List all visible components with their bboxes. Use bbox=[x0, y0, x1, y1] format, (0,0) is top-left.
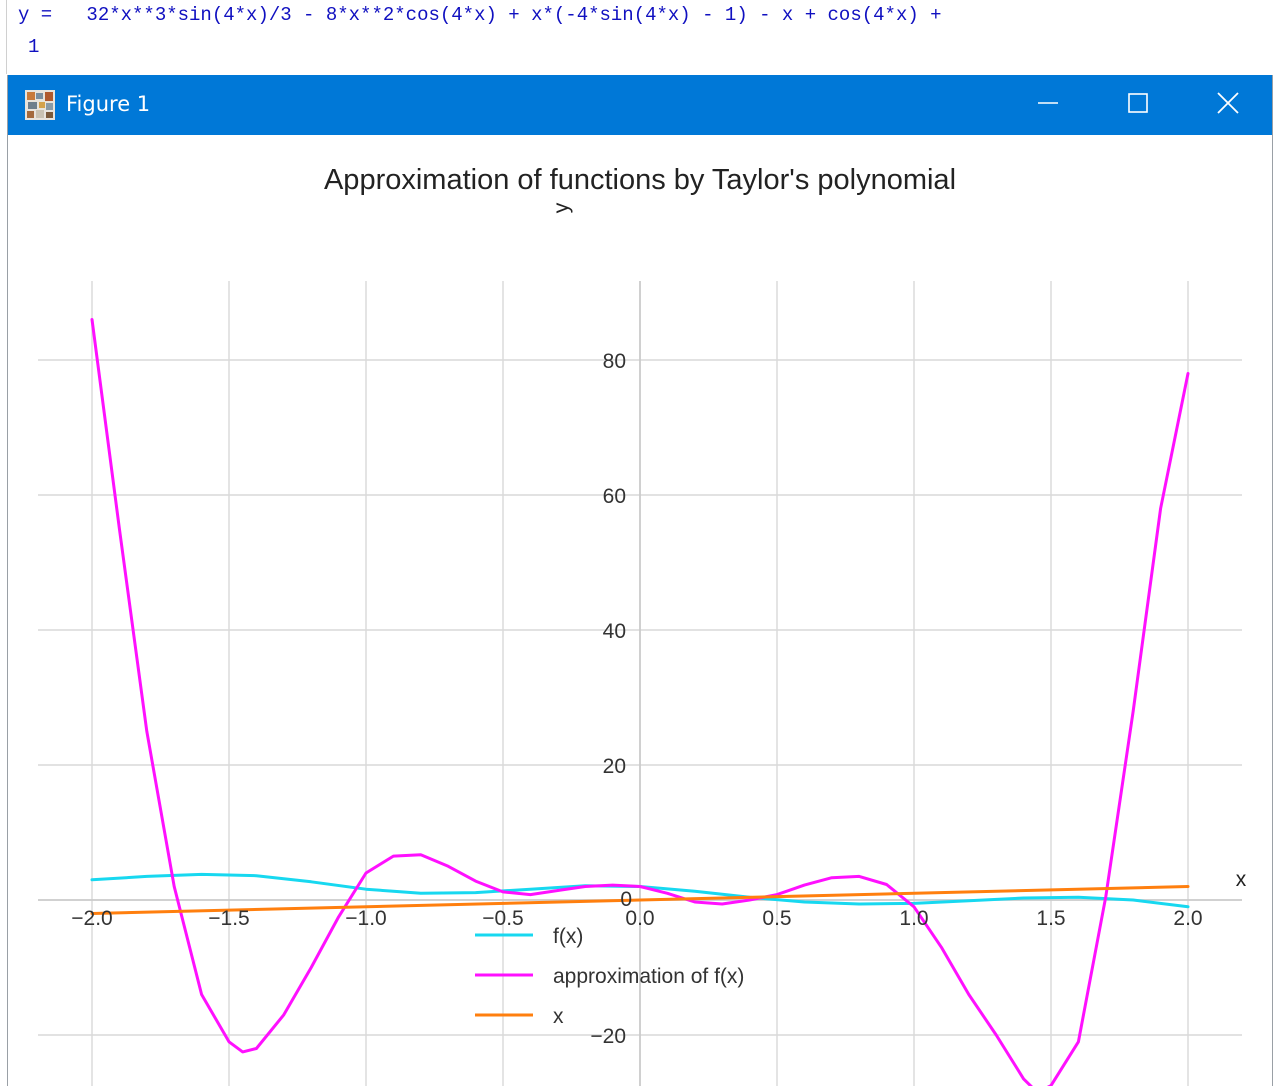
console-output: y = 32*x**3*sin(4*x)/3 - 8*x**2*cos(4*x)… bbox=[0, 0, 1280, 74]
y-tick-label: 0 bbox=[620, 888, 632, 911]
console-line-2: 1 bbox=[28, 36, 40, 58]
legend-label: x bbox=[553, 1005, 564, 1028]
y-tick-label: 40 bbox=[603, 620, 626, 643]
legend-label: f(x) bbox=[553, 925, 583, 948]
x-tick-label: 0.5 bbox=[762, 907, 791, 930]
window-title: Figure 1 bbox=[66, 92, 151, 116]
y-tick-label: 60 bbox=[603, 485, 626, 508]
y-axis-label: y bbox=[550, 202, 573, 213]
chart-svg: −2.0 −1.5 −1.0 −0.5 0.0 0.5 1.0 1.5 2.0 −20 0 20 40 6… bbox=[38, 164, 1247, 1091]
minimize-icon bbox=[1037, 92, 1059, 119]
close-icon bbox=[1217, 91, 1239, 119]
series-line-x bbox=[90, 885, 1190, 915]
legend-label: approximation of f(x) bbox=[553, 965, 744, 988]
x-tick-label: −1.0 bbox=[345, 907, 386, 930]
series-layer bbox=[90, 318, 1190, 1091]
x-tick-label: −2.0 bbox=[71, 907, 112, 930]
series-line-approximation bbox=[90, 318, 1190, 1091]
chart-title: Approximation of functions by Taylor's p… bbox=[324, 164, 956, 196]
x-tick-label: −0.5 bbox=[482, 907, 523, 930]
y-tick-label: 20 bbox=[603, 755, 626, 778]
x-tick-label: −1.5 bbox=[208, 907, 249, 930]
x-tick-label: 0.0 bbox=[625, 907, 654, 930]
console-edge bbox=[6, 0, 7, 74]
legend: f(x) approximation of f(x) x bbox=[475, 925, 744, 1028]
x-tick-label: 2.0 bbox=[1173, 907, 1202, 930]
x-axis-label: x bbox=[1236, 868, 1247, 891]
maximize-button[interactable] bbox=[1093, 75, 1183, 135]
console-line-1: y = 32*x**3*sin(4*x)/3 - 8*x**2*cos(4*x)… bbox=[18, 4, 942, 26]
matplotlib-figure-icon bbox=[24, 89, 56, 121]
x-tick-label: 1.5 bbox=[1036, 907, 1065, 930]
figure-window: Figure 1 −2.0 −1.5 −1.0 −0.5 0.0 0.5 bbox=[7, 75, 1273, 1091]
minimize-button[interactable] bbox=[1003, 75, 1093, 135]
y-tick-label: −20 bbox=[590, 1025, 626, 1048]
close-button[interactable] bbox=[1183, 75, 1273, 135]
plot-area: −2.0 −1.5 −1.0 −0.5 0.0 0.5 1.0 1.5 2.0 −20 0 20 40 6… bbox=[8, 135, 1272, 1091]
x-tick-label: 1.0 bbox=[899, 907, 928, 930]
window-titlebar[interactable]: Figure 1 bbox=[8, 75, 1272, 135]
y-tick-label: 80 bbox=[603, 350, 626, 373]
tick-labels: −2.0 −1.5 −1.0 −0.5 0.0 0.5 1.0 1.5 2.0 −20 0 20 40 6… bbox=[71, 350, 1202, 1048]
maximize-icon bbox=[1127, 92, 1149, 119]
